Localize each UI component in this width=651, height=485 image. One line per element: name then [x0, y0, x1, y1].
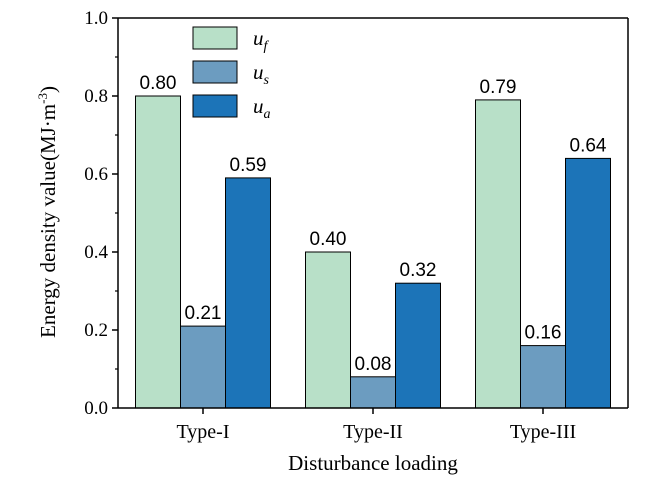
bar-f-type-i [135, 95, 181, 409]
data-label-f-type-i: 0.80 [140, 73, 177, 94]
bars-group [135, 95, 611, 409]
bar-s-type-ii [350, 376, 396, 409]
y-axis-title-close: ) [36, 86, 60, 93]
legend-label-f: uf [253, 26, 270, 54]
legend-swatch-a [192, 94, 238, 118]
data-label-a-type-ii: 0.32 [400, 260, 437, 281]
data-label-a-type-i: 0.59 [230, 155, 267, 176]
data-label-f-type-ii: 0.40 [310, 229, 347, 250]
y-tick-label: 0.2 [84, 320, 108, 341]
data-label-s-type-i: 0.21 [185, 303, 222, 324]
axes-group: 0.0 0.2 0.4 0.6 0.8 1.0 Type-I Type-II Type-III [84, 8, 629, 443]
y-tick-label: 0.4 [84, 242, 108, 263]
bar-f-type-iii [475, 99, 521, 409]
y-axis-title-sup: -3 [35, 93, 50, 104]
bar-s-type-i [180, 325, 226, 409]
legend-label-a: ua [253, 94, 271, 122]
bar-a-type-ii [395, 282, 441, 409]
bar-a-type-iii [565, 157, 611, 409]
data-label-s-type-iii: 0.16 [525, 323, 562, 344]
data-label-a-type-iii: 0.64 [570, 135, 607, 156]
data-label-f-type-iii: 0.79 [480, 77, 517, 98]
y-axis-title-main: Energy density value(MJ·m [36, 104, 60, 338]
y-tick-label: 0.6 [84, 164, 108, 185]
y-tick-label: 1.0 [84, 8, 108, 29]
data-labels-group: 0.80 0.40 0.79 0.21 0.08 0.16 0.59 0.32 0.64 [140, 73, 607, 375]
legend-label-s: us [253, 60, 270, 88]
y-tick-label: 0.8 [84, 86, 108, 107]
y-axis-title: Energy density value(MJ·m-3) [35, 86, 60, 338]
x-tick-label: Type-II [343, 421, 403, 443]
bar-s-type-iii [520, 345, 566, 409]
x-tick-label: Type-III [510, 421, 576, 443]
y-tick-label: 0.0 [84, 398, 108, 419]
bar-f-type-ii [305, 251, 351, 409]
legend-swatch-f [192, 26, 238, 50]
legend-swatch-s [192, 60, 238, 84]
x-tick-label: Type-I [176, 421, 229, 443]
bar-a-type-i [225, 177, 271, 409]
data-label-s-type-ii: 0.08 [355, 354, 392, 375]
legend: uf us ua [192, 26, 271, 122]
x-axis-title: Disturbance loading [288, 451, 458, 475]
